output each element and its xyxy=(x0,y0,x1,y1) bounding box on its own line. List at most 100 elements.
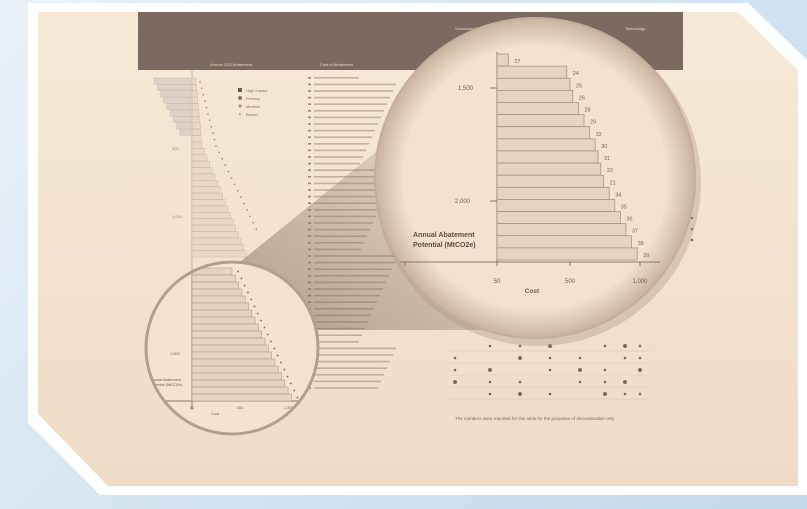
tech-list-bullet xyxy=(308,77,311,79)
matrix-dot xyxy=(488,392,492,396)
matrix-dot xyxy=(548,368,552,372)
small-lens-bar-marker xyxy=(273,347,276,350)
matrix-dot xyxy=(603,380,607,384)
bg-bar-marker xyxy=(202,93,205,96)
tech-list-bullet xyxy=(308,110,311,112)
zoom-bar-label: 26 xyxy=(579,95,585,101)
tech-list-line xyxy=(314,77,359,79)
small-lens-bar-marker xyxy=(266,333,269,336)
tech-list-line xyxy=(314,380,381,383)
bg-bar xyxy=(191,148,205,155)
header-label-5: Technology xyxy=(625,26,645,31)
matrix-dot xyxy=(578,356,582,360)
tech-list-bullet xyxy=(308,116,311,119)
bg-bar-marker xyxy=(200,87,203,90)
small-lens-bar xyxy=(191,323,259,332)
tech-list-bullet xyxy=(308,90,311,92)
bg-bar-marker xyxy=(252,221,255,224)
bg-bar xyxy=(191,180,218,187)
small-lens-bar-marker xyxy=(240,277,243,280)
bg-bar-marker xyxy=(236,189,239,192)
bg-negative-bar xyxy=(176,122,193,130)
zoom-bar xyxy=(496,211,621,224)
matrix-dot xyxy=(518,356,522,360)
zoom-bar-label: 24 xyxy=(573,71,579,77)
legend-swatch-1 xyxy=(238,88,242,92)
bg-bar xyxy=(191,109,200,117)
bg-bar xyxy=(191,128,202,136)
small-lens-bar xyxy=(191,309,253,318)
small-lens-bar xyxy=(191,365,279,374)
bg-bar xyxy=(191,77,197,85)
bg-bar xyxy=(191,224,236,232)
tech-list-bullet xyxy=(308,202,311,204)
matrix-dot xyxy=(518,380,522,384)
bg-bar xyxy=(191,192,223,200)
zoom-bar-label: 32 xyxy=(596,132,602,138)
legend-label-3: Medium xyxy=(246,104,261,109)
bg-bar xyxy=(191,167,213,175)
zoom-bar xyxy=(496,186,610,200)
tech-list-bullet xyxy=(308,96,311,99)
tech-list-bullet xyxy=(308,103,311,105)
bg-bar xyxy=(191,244,244,251)
bg-bar xyxy=(191,186,221,194)
tech-list-line xyxy=(314,374,384,376)
matrix-dot xyxy=(638,344,642,348)
small-lens-bar xyxy=(191,302,249,311)
tech-list-line xyxy=(314,143,369,145)
tech-list-line xyxy=(314,334,362,336)
bg-bar-marker xyxy=(249,215,252,218)
small-lens-bar-marker xyxy=(270,340,272,343)
bg-bar xyxy=(191,231,239,239)
matrix-dot xyxy=(548,344,552,348)
tech-list-bullet xyxy=(308,169,311,171)
tech-list-bullet xyxy=(308,143,311,145)
matrix-dot xyxy=(488,368,492,372)
tech-list-bullet xyxy=(308,189,311,191)
bg-negative-bar xyxy=(160,90,193,98)
tech-list-bullet xyxy=(308,149,311,152)
matrix-dot xyxy=(603,368,607,372)
bg-bar-marker xyxy=(211,132,214,135)
bg-bar xyxy=(191,90,198,98)
matrix-dot xyxy=(453,368,457,372)
zoom-bar-label: 36 xyxy=(626,217,632,223)
bg-bar-marker xyxy=(218,151,221,154)
matrix-dot xyxy=(578,380,582,384)
matrix-dot xyxy=(453,380,457,384)
bg-bar-marker xyxy=(239,196,242,199)
tech-list-line xyxy=(314,341,359,343)
small-lens-bar-marker xyxy=(289,382,292,385)
zoom-x-tick: 50 xyxy=(494,279,501,285)
zoom-bar-label: 38 xyxy=(638,241,644,247)
matrix-dot xyxy=(690,227,694,231)
tech-list-line xyxy=(314,123,378,125)
tech-list-line xyxy=(314,103,387,105)
matrix-dot xyxy=(518,392,522,396)
tech-list-line xyxy=(314,367,387,369)
tech-list-bullet xyxy=(308,136,311,138)
small-lens-bar xyxy=(191,393,292,402)
bg-bar-marker xyxy=(224,164,227,167)
bg-bar xyxy=(191,218,234,226)
matrix-dot xyxy=(603,392,607,396)
zoom-bar-label: 28 xyxy=(584,108,590,114)
small-lens-bar xyxy=(191,379,286,388)
bg-y-tick: 1,000 xyxy=(172,214,183,219)
tech-list-line xyxy=(314,354,393,356)
legend-swatch-4 xyxy=(238,112,242,116)
bg-bar-marker xyxy=(205,106,208,109)
bg-bar-marker xyxy=(213,138,216,141)
matrix-dot xyxy=(548,392,552,396)
bg-bar xyxy=(191,122,201,130)
bg-bar-marker xyxy=(221,157,224,160)
zoom-bar-label: 39 xyxy=(643,253,649,259)
small-lens-bar-marker xyxy=(253,305,256,308)
bg-bar xyxy=(191,173,216,181)
matrix-dot xyxy=(518,344,522,348)
small-lens-bar-marker xyxy=(260,319,262,322)
bg-bar xyxy=(191,141,203,149)
impact-matrix xyxy=(450,161,694,400)
